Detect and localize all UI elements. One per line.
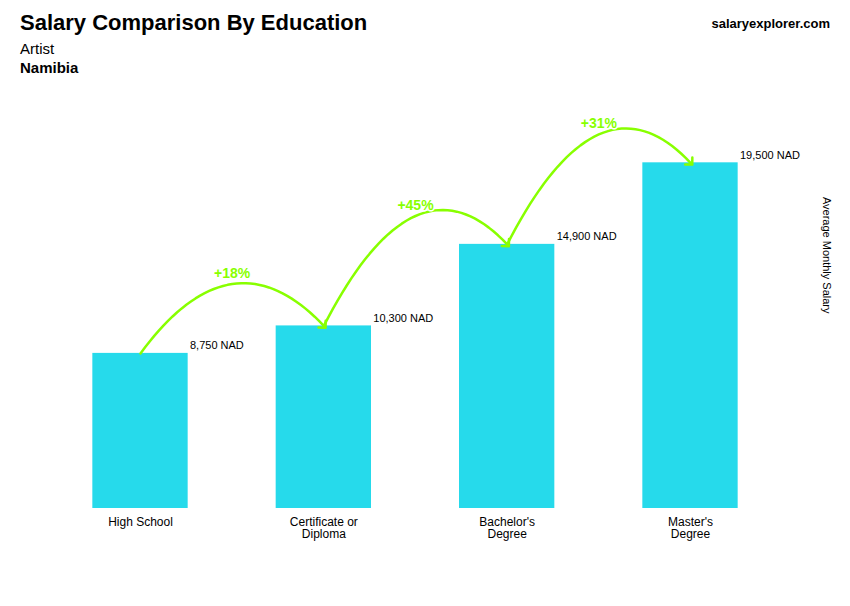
svg-text:+45%: +45% <box>397 197 434 213</box>
html-text:Artist: Artist <box>20 40 55 57</box>
svg-text:Certificate orDiploma: Certificate orDiploma <box>290 515 358 541</box>
svg-text:+18%: +18% <box>214 265 251 281</box>
svg-text:14,900 NAD: 14,900 NAD <box>557 230 617 242</box>
svg-text:Master'sDegree: Master'sDegree <box>668 515 713 541</box>
svg-text:10,300 NAD: 10,300 NAD <box>373 312 433 324</box>
html-text:Namibia: Namibia <box>20 59 79 76</box>
html-text:salaryexplorer.com: salaryexplorer.com <box>711 16 830 31</box>
svg-text:Bachelor'sDegree: Bachelor'sDegree <box>479 515 535 541</box>
html-text:Salary Comparison By Education: Salary Comparison By Education <box>20 10 368 35</box>
svg-text:+31%: +31% <box>581 115 618 131</box>
svg-text:19,500 NAD: 19,500 NAD <box>740 149 800 161</box>
svg-text:High School: High School <box>108 515 173 529</box>
svg-text:8,750 NAD: 8,750 NAD <box>190 339 244 351</box>
svg-text:Average Monthly Salary: Average Monthly Salary <box>821 197 833 314</box>
